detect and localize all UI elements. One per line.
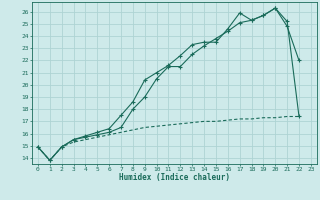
X-axis label: Humidex (Indice chaleur): Humidex (Indice chaleur) [119, 173, 230, 182]
